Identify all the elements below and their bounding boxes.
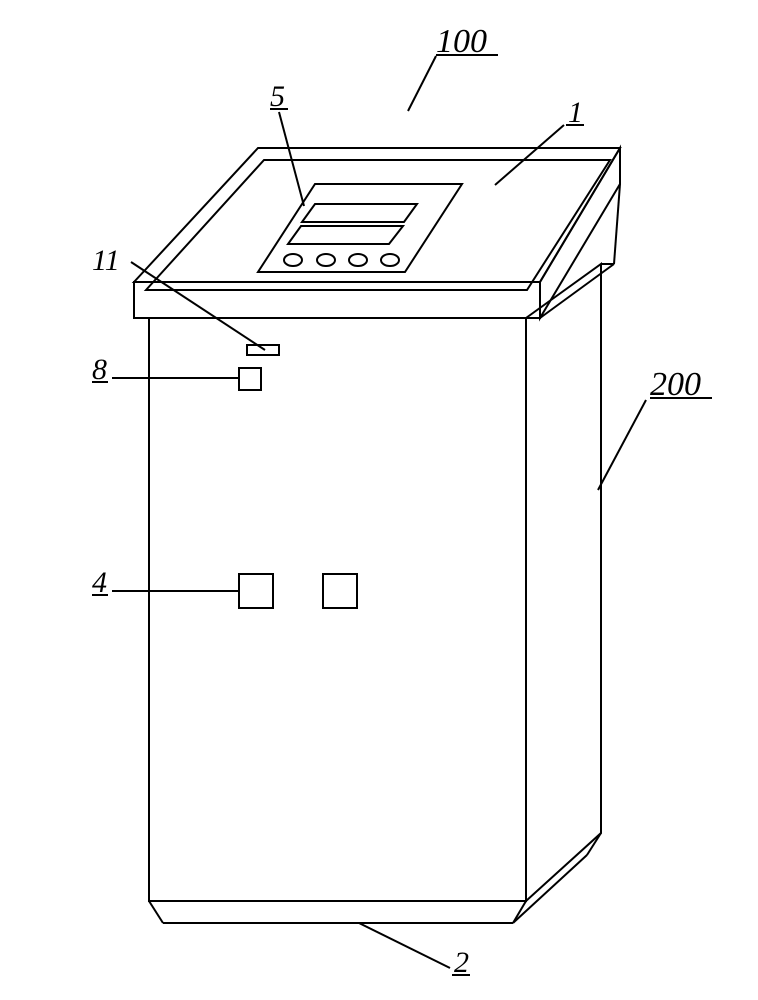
lbl-11: 11 (92, 244, 120, 277)
lbl-200-leader (598, 400, 646, 490)
device-diagram: 1005111820042 (0, 0, 758, 1000)
feature-8 (239, 368, 261, 390)
panel-button-4 (381, 254, 399, 266)
panel-button-1 (284, 254, 302, 266)
lbl-2-leader (359, 923, 450, 968)
feature-4b (323, 574, 357, 608)
front-features (239, 345, 357, 608)
display-slot-2 (288, 226, 403, 244)
panel-button-2 (317, 254, 335, 266)
cabinet-body (149, 264, 601, 923)
panel-button-3 (349, 254, 367, 266)
feature-4a (239, 574, 273, 608)
display-slot-1 (302, 204, 417, 222)
lbl-100-leader (408, 56, 436, 111)
cabinet-lid (134, 148, 620, 318)
control-panel (258, 184, 462, 272)
feature-11 (247, 345, 279, 355)
lbl-11-leader (131, 262, 265, 350)
lbl-1-leader (495, 125, 564, 185)
